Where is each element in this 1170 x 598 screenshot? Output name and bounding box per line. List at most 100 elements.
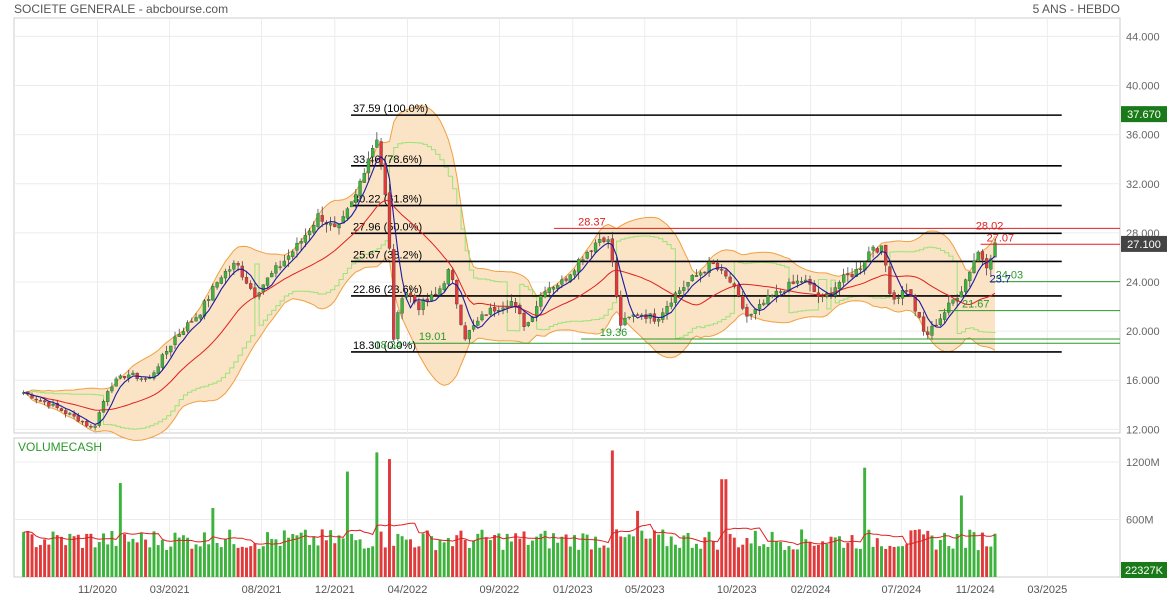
candle bbox=[72, 410, 76, 419]
candle-body bbox=[211, 286, 215, 301]
y-tick-label: 24.000 bbox=[1126, 277, 1160, 289]
volume-bar bbox=[97, 542, 101, 577]
volume-bar bbox=[547, 548, 551, 577]
volume-bar bbox=[867, 529, 871, 577]
candle bbox=[97, 410, 101, 428]
candle-body bbox=[686, 282, 690, 287]
candle bbox=[358, 178, 362, 201]
candle bbox=[131, 370, 135, 375]
volume-bar bbox=[152, 531, 156, 577]
candle-body bbox=[980, 251, 985, 260]
volume-bar bbox=[350, 534, 354, 577]
volume-bar bbox=[804, 539, 808, 577]
volume-bar bbox=[400, 536, 404, 577]
volume-bar bbox=[257, 548, 261, 577]
candle-body bbox=[442, 283, 446, 290]
volume-bar bbox=[85, 533, 89, 577]
volume-bar bbox=[47, 544, 51, 577]
candle-body bbox=[307, 230, 312, 236]
volume-bar bbox=[173, 532, 177, 577]
candle-body bbox=[446, 269, 450, 285]
candle bbox=[614, 257, 619, 299]
volume-bar bbox=[556, 542, 560, 577]
candle bbox=[892, 289, 896, 305]
candle bbox=[926, 326, 930, 340]
volume-bar bbox=[375, 452, 379, 577]
candle-body bbox=[169, 345, 173, 353]
volume-bar bbox=[337, 535, 341, 577]
volume-bar bbox=[871, 546, 875, 577]
volume-bar bbox=[480, 529, 484, 577]
candle-body bbox=[333, 223, 337, 227]
bollinger-upper bbox=[23, 105, 996, 393]
candle bbox=[198, 314, 202, 321]
candle-body bbox=[215, 282, 219, 288]
volume-bar bbox=[905, 544, 909, 577]
candle bbox=[728, 272, 732, 284]
volume-last-badge-bg bbox=[1121, 562, 1167, 578]
candle-body bbox=[274, 265, 278, 274]
volume-bar bbox=[148, 547, 152, 577]
candle-body bbox=[930, 325, 934, 336]
candle bbox=[543, 286, 547, 299]
candle-body bbox=[101, 401, 106, 413]
volume-bar bbox=[383, 547, 387, 577]
last-price-badge-bg bbox=[1121, 235, 1167, 252]
volume-bar bbox=[543, 530, 547, 577]
candle-body bbox=[64, 410, 68, 414]
candle-body bbox=[846, 273, 850, 276]
y-tick-label: 40.000 bbox=[1126, 81, 1160, 93]
candle-body bbox=[383, 163, 387, 195]
candle-body bbox=[392, 249, 396, 340]
level-label: 19.01 bbox=[419, 331, 447, 343]
volume-tick-label: 600M bbox=[1126, 514, 1154, 526]
volume-bar bbox=[72, 536, 76, 577]
volume-bar bbox=[816, 544, 820, 577]
candle bbox=[665, 300, 669, 320]
volume-bar bbox=[459, 530, 463, 577]
fibonacci-label: 27.96 (50.0%) bbox=[353, 221, 422, 233]
candle-body bbox=[34, 398, 38, 401]
volume-bar bbox=[850, 535, 854, 577]
candle bbox=[972, 253, 976, 274]
candle-body bbox=[375, 139, 379, 148]
candle-body bbox=[703, 271, 707, 274]
volume-bar bbox=[308, 544, 312, 577]
volume-bar bbox=[779, 541, 783, 577]
volume-bar bbox=[266, 532, 269, 577]
volume-bar bbox=[875, 538, 879, 577]
candle bbox=[396, 310, 400, 342]
volume-bar bbox=[821, 541, 825, 577]
volume-bar bbox=[913, 529, 917, 577]
candle-body bbox=[917, 312, 921, 318]
candle bbox=[741, 290, 745, 311]
candle-body bbox=[854, 269, 858, 277]
candle-body bbox=[106, 391, 110, 403]
volume-bar bbox=[766, 546, 770, 577]
candle-body bbox=[753, 309, 757, 314]
candle-body bbox=[316, 213, 320, 227]
candle bbox=[547, 281, 551, 298]
volume-bar bbox=[51, 531, 55, 577]
candle-body bbox=[892, 292, 896, 300]
candle-body bbox=[673, 292, 678, 303]
candle bbox=[387, 184, 392, 251]
candle bbox=[350, 201, 354, 208]
candle bbox=[316, 208, 320, 229]
volume-bar bbox=[514, 533, 518, 577]
candle-body bbox=[438, 288, 442, 295]
volume-bar bbox=[93, 547, 97, 577]
volume-bar bbox=[737, 547, 740, 577]
candle-body bbox=[232, 262, 236, 270]
volume-bar bbox=[299, 532, 303, 577]
candle bbox=[522, 311, 526, 331]
volume-bar bbox=[295, 535, 299, 577]
fibonacci-label: 33.46 (78.6%) bbox=[353, 154, 422, 166]
candle-body bbox=[778, 291, 783, 293]
candle bbox=[888, 261, 892, 296]
candle bbox=[249, 280, 253, 291]
candle-body bbox=[38, 400, 43, 402]
volume-bar bbox=[421, 533, 425, 577]
volume-bar bbox=[758, 546, 762, 577]
